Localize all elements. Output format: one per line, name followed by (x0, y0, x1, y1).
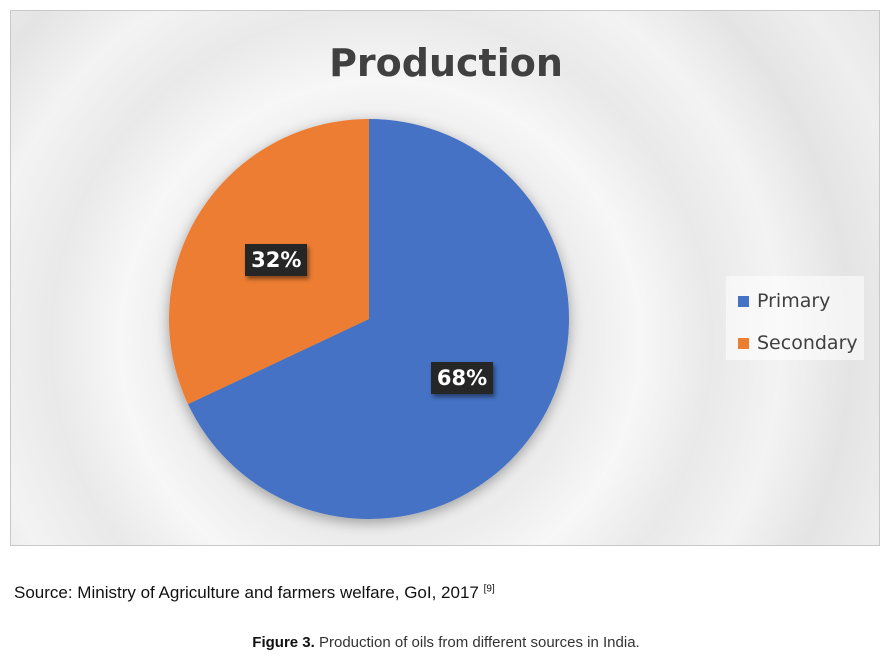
data-label-primary: 68% (430, 361, 494, 394)
source-note: Source: Ministry of Agriculture and farm… (14, 583, 495, 603)
legend-label-secondary: Secondary (757, 332, 858, 354)
legend-swatch-primary (738, 295, 749, 307)
figure-caption-text: Production of oils from different source… (314, 634, 640, 651)
legend: Primary Secondary (726, 276, 864, 360)
data-label-secondary: 32% (245, 244, 308, 277)
legend-item-secondary: Secondary (738, 326, 864, 360)
source-text: Source: Ministry of Agriculture and farm… (14, 583, 479, 602)
chart-title: Production (329, 41, 563, 85)
source-reference[interactable]: [9] (483, 583, 495, 595)
legend-item-primary: Primary (738, 284, 864, 318)
chart-frame: Production 68% 32% Primary Secondary (10, 10, 880, 546)
figure-caption: Figure 3. Production of oils from differ… (0, 634, 892, 651)
figure-caption-label: Figure 3. (252, 634, 315, 651)
legend-label-primary: Primary (757, 290, 831, 312)
pie-slice-primary (188, 119, 570, 519)
legend-swatch-secondary (738, 337, 749, 349)
